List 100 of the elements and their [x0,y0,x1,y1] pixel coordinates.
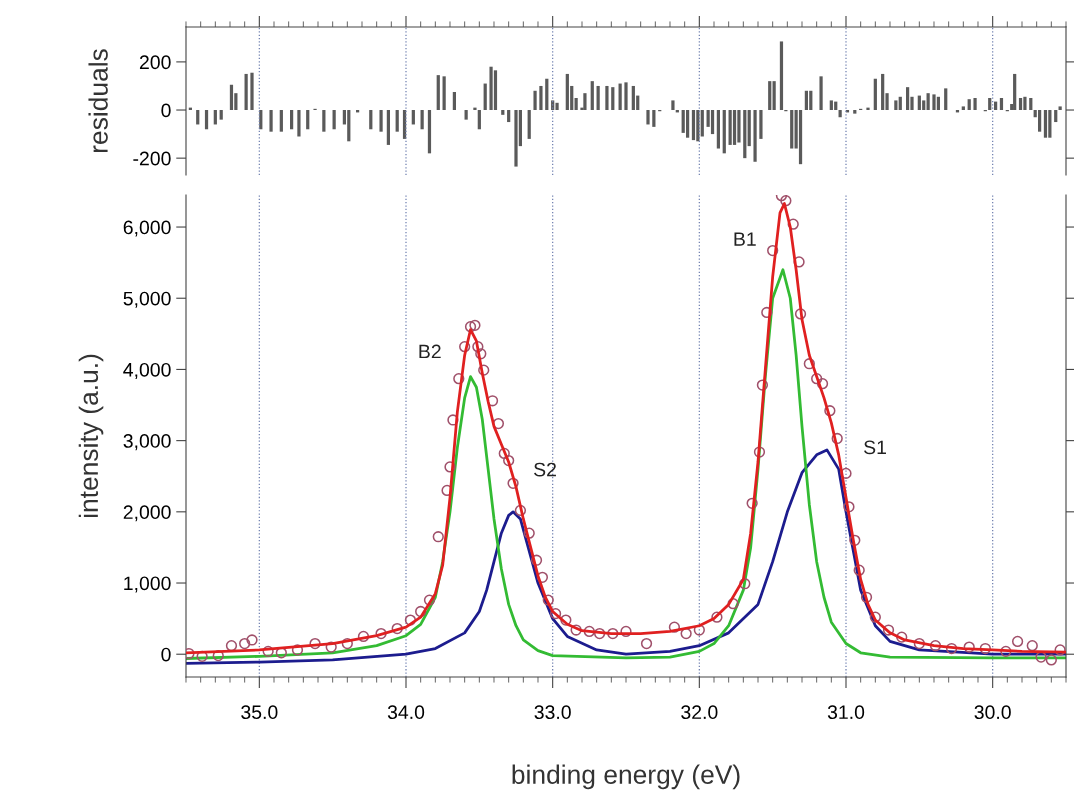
bar [700,110,704,137]
bar [819,76,823,111]
bar [483,83,487,111]
bar [250,72,254,111]
bar [973,97,977,111]
bar [204,110,209,130]
x-tick-label: 32.0 [681,705,718,720]
annotation: B2 [419,344,441,359]
bar [306,110,310,130]
y-tick-label: 3,000 [123,434,171,451]
bar [798,110,803,165]
bar [905,87,910,111]
x-tick-label: 31.0 [827,705,865,720]
bar [436,75,440,111]
annotation: S1 [864,440,886,455]
bar [961,106,965,111]
bar [369,110,373,130]
y-tick-label: 5,000 [123,291,171,308]
bar [944,88,948,111]
bar [894,100,898,111]
x-tick-label: 35.0 [241,705,278,720]
bar [1054,110,1058,123]
bar [1023,96,1027,111]
bar [646,110,650,125]
bar [716,110,721,149]
bar [696,110,700,142]
bar [611,87,615,111]
bar [539,85,543,111]
y-tick-label: 0 [161,103,171,118]
bar [464,110,468,120]
x-tick-label: 33.0 [534,705,571,720]
y-tick-label: 4,000 [123,362,171,379]
bar [768,81,772,111]
bar [420,110,424,130]
bar [671,100,675,111]
bar [279,110,283,132]
bar [427,110,432,154]
bar [545,78,549,111]
y-axis-title: residuals [88,49,108,153]
bar [477,110,481,130]
bar [722,110,726,154]
bar [590,81,594,111]
bar [838,110,842,118]
bar [489,66,493,111]
bar [527,110,531,139]
bar [493,70,498,111]
bar [932,94,936,111]
bar [1058,106,1062,111]
bar [583,93,587,111]
bar [289,110,294,130]
bar [347,110,351,142]
y-tick-label: 0 [161,647,171,662]
bar [873,78,877,111]
bar [574,97,578,111]
bar [936,96,941,111]
bar [442,76,446,111]
bar [967,99,971,111]
bar [809,90,813,111]
bar [999,97,1004,111]
bar [804,90,809,111]
bar [332,110,336,130]
bar [1043,110,1048,138]
bar [691,110,696,141]
bar [737,110,741,143]
bar [1013,73,1017,111]
bar [565,73,569,111]
bar [624,82,628,111]
y-tick-label: 1,000 [124,576,171,593]
bar [618,83,622,111]
bar [1018,97,1023,111]
bar [631,85,635,111]
bar [229,84,234,111]
bar [473,107,477,111]
bar [605,85,609,111]
bar [652,110,656,127]
bar [1048,110,1052,138]
y-tick-label: 200 [139,55,171,70]
bar [533,90,537,111]
bar [219,110,223,120]
bar [1029,97,1033,111]
x-tick-label: 30.0 [974,705,1011,720]
y-tick-label: 6,000 [123,220,171,237]
bar [555,102,559,111]
bar [386,110,391,145]
bar [269,110,273,132]
bar [244,73,248,111]
y-tick-label: -200 [133,151,171,166]
bar [829,100,833,111]
bar [898,96,902,111]
bar [395,110,399,132]
bar [853,110,857,114]
bar [866,107,870,111]
annotation: S2 [534,462,556,477]
bar [743,110,747,159]
bar [379,110,383,132]
bar [753,110,757,162]
bar [507,110,511,123]
y-axis-title: intensity (a.u.) [78,354,104,518]
bar [759,110,763,139]
bar [685,110,690,138]
